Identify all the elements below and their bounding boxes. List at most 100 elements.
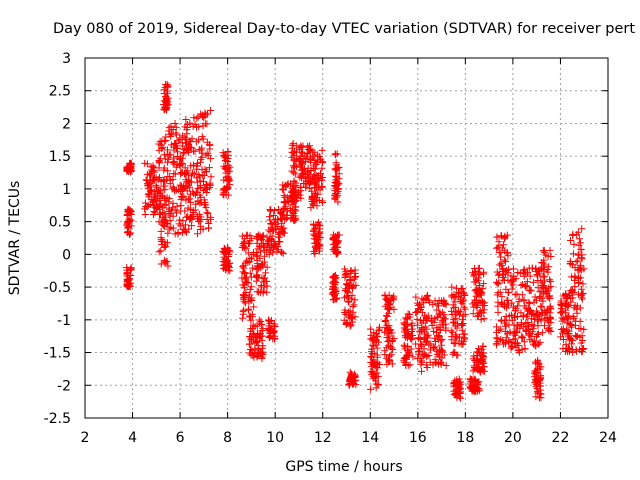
data-point bbox=[195, 217, 203, 225]
data-point bbox=[223, 244, 231, 252]
data-point bbox=[160, 177, 168, 185]
data-point bbox=[541, 277, 549, 285]
data-point bbox=[470, 278, 478, 286]
data-point bbox=[181, 227, 189, 235]
y-tick-label: 1.5 bbox=[49, 149, 71, 165]
data-point bbox=[516, 325, 524, 333]
data-point bbox=[189, 169, 197, 177]
data-point bbox=[535, 330, 543, 338]
data-point bbox=[224, 148, 232, 156]
data-point bbox=[544, 268, 552, 276]
data-point bbox=[266, 235, 274, 243]
data-point bbox=[576, 265, 584, 273]
data-point bbox=[332, 161, 340, 169]
data-point bbox=[400, 358, 408, 366]
data-point bbox=[412, 293, 420, 301]
data-point bbox=[452, 284, 460, 292]
data-point bbox=[558, 302, 566, 310]
data-point bbox=[407, 345, 415, 353]
data-point bbox=[160, 166, 168, 174]
data-point bbox=[150, 196, 158, 204]
data-point bbox=[578, 225, 586, 233]
data-point bbox=[331, 187, 339, 195]
data-point bbox=[172, 209, 180, 217]
data-point bbox=[537, 317, 545, 325]
data-point bbox=[344, 281, 352, 289]
data-point bbox=[541, 315, 549, 323]
data-point bbox=[255, 264, 263, 272]
data-point bbox=[437, 346, 445, 354]
data-point bbox=[254, 342, 262, 350]
data-point bbox=[367, 359, 375, 367]
data-point bbox=[311, 171, 319, 179]
data-point bbox=[290, 178, 298, 186]
data-point bbox=[509, 303, 517, 311]
data-point bbox=[330, 244, 338, 252]
data-point bbox=[310, 162, 318, 170]
data-point bbox=[351, 269, 359, 277]
data-point bbox=[312, 179, 320, 187]
data-point bbox=[157, 200, 165, 208]
data-point bbox=[534, 322, 542, 330]
data-point bbox=[255, 274, 263, 282]
data-point bbox=[534, 390, 542, 398]
y-tick-label: -1.5 bbox=[44, 346, 71, 362]
data-point bbox=[459, 297, 467, 305]
data-point bbox=[161, 223, 169, 231]
data-point bbox=[413, 321, 421, 329]
data-point bbox=[494, 271, 502, 279]
data-point bbox=[248, 234, 256, 242]
data-point bbox=[557, 309, 565, 317]
data-point bbox=[452, 381, 460, 389]
data-point bbox=[461, 290, 469, 298]
data-point bbox=[193, 114, 201, 122]
data-point bbox=[538, 265, 546, 273]
data-point bbox=[248, 310, 256, 318]
data-point bbox=[181, 164, 189, 172]
data-point bbox=[329, 283, 337, 291]
data-point bbox=[505, 288, 513, 296]
data-point bbox=[159, 238, 167, 246]
data-point bbox=[547, 283, 555, 291]
data-point bbox=[499, 264, 507, 272]
data-point bbox=[126, 266, 134, 274]
y-tick-label: -0.5 bbox=[44, 280, 71, 296]
data-point bbox=[478, 288, 486, 296]
data-point bbox=[266, 205, 274, 213]
data-point bbox=[207, 173, 215, 181]
data-point bbox=[258, 236, 266, 244]
data-point bbox=[180, 170, 188, 178]
data-point bbox=[342, 310, 350, 318]
data-point bbox=[528, 264, 536, 272]
data-point bbox=[501, 233, 509, 241]
data-point bbox=[546, 246, 554, 254]
data-point bbox=[189, 211, 197, 219]
data-point bbox=[147, 163, 155, 171]
data-point bbox=[181, 207, 189, 215]
data-point bbox=[526, 286, 534, 294]
data-point bbox=[417, 304, 425, 312]
data-point bbox=[557, 308, 565, 316]
data-point bbox=[225, 177, 233, 185]
data-point bbox=[431, 343, 439, 351]
data-point bbox=[404, 343, 412, 351]
data-point bbox=[331, 172, 339, 180]
data-point bbox=[151, 203, 159, 211]
data-point bbox=[311, 189, 319, 197]
data-point bbox=[171, 139, 179, 147]
data-point bbox=[532, 265, 540, 273]
data-point bbox=[281, 181, 289, 189]
data-point bbox=[370, 350, 378, 358]
data-point bbox=[543, 287, 551, 295]
data-point bbox=[499, 274, 507, 282]
data-point bbox=[308, 178, 316, 186]
data-point bbox=[408, 328, 416, 336]
data-point bbox=[265, 237, 273, 245]
data-point bbox=[514, 302, 522, 310]
data-point bbox=[207, 107, 215, 115]
data-point bbox=[172, 131, 180, 139]
data-point bbox=[224, 157, 232, 165]
data-point bbox=[297, 183, 305, 191]
data-point bbox=[157, 227, 165, 235]
data-point bbox=[573, 347, 581, 355]
